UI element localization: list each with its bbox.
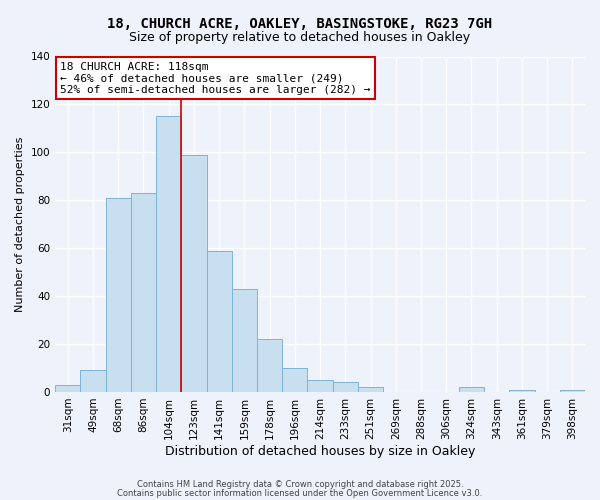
Bar <box>156 116 181 392</box>
Text: 18, CHURCH ACRE, OAKLEY, BASINGSTOKE, RG23 7GH: 18, CHURCH ACRE, OAKLEY, BASINGSTOKE, RG… <box>107 18 493 32</box>
Text: Contains HM Land Registry data © Crown copyright and database right 2025.: Contains HM Land Registry data © Crown c… <box>137 480 463 489</box>
Bar <box>509 390 535 392</box>
Bar <box>560 390 585 392</box>
Bar <box>282 368 307 392</box>
Bar <box>55 385 80 392</box>
Text: 18 CHURCH ACRE: 118sqm
← 46% of detached houses are smaller (249)
52% of semi-de: 18 CHURCH ACRE: 118sqm ← 46% of detached… <box>61 62 371 94</box>
Y-axis label: Number of detached properties: Number of detached properties <box>15 136 25 312</box>
Bar <box>307 380 332 392</box>
Bar <box>131 193 156 392</box>
Bar <box>106 198 131 392</box>
Bar <box>181 154 206 392</box>
Bar <box>206 250 232 392</box>
Bar <box>257 339 282 392</box>
Bar <box>232 289 257 392</box>
Bar <box>459 387 484 392</box>
Bar <box>80 370 106 392</box>
Text: Size of property relative to detached houses in Oakley: Size of property relative to detached ho… <box>130 31 470 44</box>
X-axis label: Distribution of detached houses by size in Oakley: Distribution of detached houses by size … <box>165 444 475 458</box>
Bar <box>358 387 383 392</box>
Text: Contains public sector information licensed under the Open Government Licence v3: Contains public sector information licen… <box>118 488 482 498</box>
Bar <box>332 382 358 392</box>
